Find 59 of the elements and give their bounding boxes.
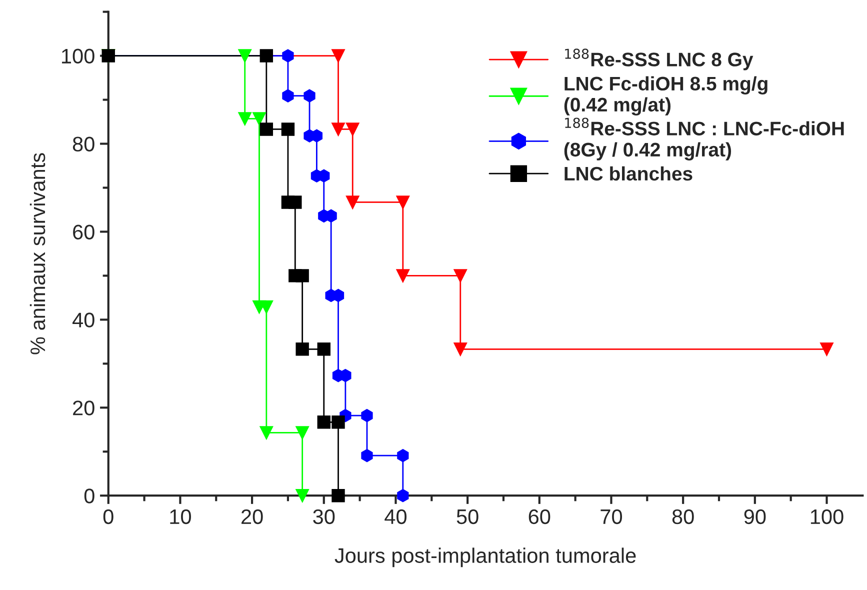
x-tick-label: 40 xyxy=(384,509,406,524)
x-tick-label: 100 xyxy=(810,509,844,524)
point xyxy=(332,489,345,502)
x-tick-label: 30 xyxy=(313,509,335,524)
point xyxy=(397,489,409,502)
point xyxy=(282,49,294,62)
point xyxy=(396,196,410,209)
point xyxy=(296,269,309,282)
point xyxy=(281,122,295,136)
point xyxy=(454,269,467,282)
point xyxy=(820,342,834,356)
point xyxy=(304,89,316,102)
point xyxy=(361,448,373,462)
y-tick-label: 100 xyxy=(62,48,94,64)
point xyxy=(332,122,345,136)
legend-label: LNC Fc-diOH 8.5 mg/g (0.42 mg/at) xyxy=(564,76,768,116)
point xyxy=(346,196,360,209)
x-tick-label: 90 xyxy=(744,509,766,524)
point xyxy=(238,112,252,126)
point xyxy=(260,122,274,136)
x-tick-label: 20 xyxy=(242,509,263,524)
point xyxy=(260,49,274,62)
point xyxy=(397,448,409,462)
x-tick-label: 10 xyxy=(170,509,191,524)
point xyxy=(325,209,337,222)
x-tick-label: 70 xyxy=(600,509,622,524)
point xyxy=(260,426,274,440)
point xyxy=(340,368,352,382)
point xyxy=(396,269,410,282)
point xyxy=(252,112,266,126)
point xyxy=(317,342,330,356)
point xyxy=(296,489,309,502)
y-tick-label: 80 xyxy=(72,136,94,152)
x-tick-label: 80 xyxy=(672,509,694,524)
x-tick-label: 60 xyxy=(528,509,550,524)
y-tick-label: 60 xyxy=(73,224,94,240)
point xyxy=(318,169,330,182)
y-axis-title: % animaux survivants xyxy=(30,153,46,354)
legend-label: LNC blanches xyxy=(564,166,692,181)
y-tick-label: 0 xyxy=(84,488,94,504)
legend-label: $^{188}$Re-SSS LNC 8 Gy xyxy=(565,48,754,70)
point xyxy=(296,426,309,440)
point xyxy=(454,342,467,356)
point xyxy=(288,196,302,209)
legend-label: $^{188}$Re-SSS LNC : LNC-Fc-diOH (8Gy / 0.42 mg/rat) xyxy=(564,118,844,160)
point xyxy=(296,342,309,356)
point xyxy=(238,49,252,62)
point xyxy=(317,416,330,429)
point xyxy=(361,408,373,422)
point xyxy=(282,89,294,102)
point xyxy=(332,416,345,429)
x-tick-label: 50 xyxy=(456,509,478,524)
point xyxy=(332,49,345,62)
point xyxy=(260,300,274,314)
point xyxy=(346,122,360,136)
x-tick-label: 0 xyxy=(103,509,114,524)
y-tick-label: 20 xyxy=(73,400,94,416)
y-tick-label: 40 xyxy=(72,312,94,328)
x-axis-title: Jours post-implantation tumorale xyxy=(334,548,636,568)
